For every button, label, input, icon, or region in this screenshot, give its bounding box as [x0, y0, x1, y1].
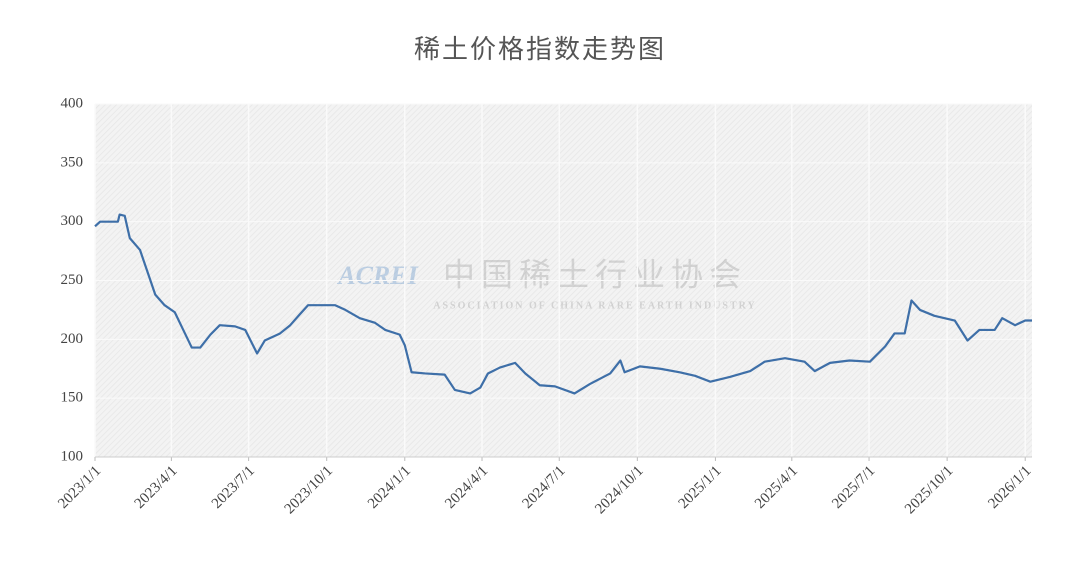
- series-line: [94, 213, 1032, 395]
- x-tick-label: 2024/1/1: [365, 463, 414, 512]
- x-tick-label: 2023/4/1: [132, 463, 181, 512]
- x-tick-label: 2025/4/1: [752, 463, 801, 512]
- y-tick-label: 300: [61, 213, 84, 229]
- x-tick-label: 2026/1/1: [985, 463, 1034, 512]
- x-tick-label: 2023/1/1: [55, 463, 104, 512]
- y-tick-label: 350: [61, 154, 84, 170]
- chart-title: 稀土价格指数走势图: [414, 35, 666, 64]
- x-tick-label: 2023/10/1: [282, 463, 336, 517]
- x-tick-label: 2024/10/1: [592, 463, 646, 517]
- y-tick-label: 250: [61, 272, 84, 288]
- x-tick-label: 2024/4/1: [442, 463, 491, 512]
- x-tick-label: 2025/1/1: [676, 463, 725, 512]
- y-tick-label: 150: [61, 390, 84, 406]
- x-tick-label: 2025/7/1: [829, 463, 878, 512]
- x-tick-label: 2025/10/1: [902, 463, 956, 517]
- y-tick-label: 200: [61, 331, 84, 347]
- x-tick-label: 2023/7/1: [209, 463, 258, 512]
- x-tick-label: 2024/7/1: [519, 463, 568, 512]
- watermark-subtitle: ASSOCIATION OF CHINA RARE EARTH INDUSTRY: [433, 300, 757, 311]
- y-tick-label: 100: [61, 448, 84, 464]
- y-tick-label: 400: [61, 95, 84, 111]
- watermark-logo: ACREI: [336, 261, 418, 290]
- watermark-name: 中国稀土行业协会: [443, 256, 747, 292]
